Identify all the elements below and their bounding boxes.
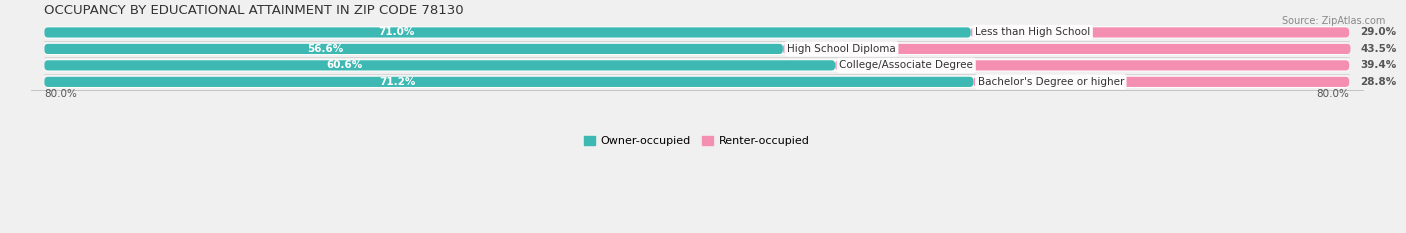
FancyBboxPatch shape <box>45 76 1350 88</box>
Legend: Owner-occupied, Renter-occupied: Owner-occupied, Renter-occupied <box>579 132 814 151</box>
Text: 29.0%: 29.0% <box>1360 27 1396 38</box>
Text: Less than High School: Less than High School <box>974 27 1090 38</box>
Text: College/Associate Degree: College/Associate Degree <box>839 60 973 70</box>
Text: 71.2%: 71.2% <box>380 77 416 87</box>
FancyBboxPatch shape <box>45 59 1350 72</box>
Text: 80.0%: 80.0% <box>1316 89 1350 99</box>
FancyBboxPatch shape <box>835 60 1350 70</box>
FancyBboxPatch shape <box>970 27 1350 38</box>
FancyBboxPatch shape <box>45 77 973 87</box>
Text: Source: ZipAtlas.com: Source: ZipAtlas.com <box>1281 16 1385 26</box>
Text: 28.8%: 28.8% <box>1360 77 1396 87</box>
Text: 56.6%: 56.6% <box>307 44 343 54</box>
FancyBboxPatch shape <box>45 26 1350 38</box>
Text: 39.4%: 39.4% <box>1360 60 1396 70</box>
Text: 60.6%: 60.6% <box>326 60 363 70</box>
Text: OCCUPANCY BY EDUCATIONAL ATTAINMENT IN ZIP CODE 78130: OCCUPANCY BY EDUCATIONAL ATTAINMENT IN Z… <box>45 4 464 17</box>
FancyBboxPatch shape <box>45 44 783 54</box>
Text: 80.0%: 80.0% <box>45 89 77 99</box>
Text: Bachelor's Degree or higher: Bachelor's Degree or higher <box>977 77 1123 87</box>
FancyBboxPatch shape <box>45 27 970 38</box>
FancyBboxPatch shape <box>973 77 1350 87</box>
Text: 43.5%: 43.5% <box>1360 44 1396 54</box>
Text: 71.0%: 71.0% <box>378 27 415 38</box>
FancyBboxPatch shape <box>45 60 835 70</box>
FancyBboxPatch shape <box>45 43 1350 55</box>
Text: High School Diploma: High School Diploma <box>787 44 896 54</box>
FancyBboxPatch shape <box>783 44 1351 54</box>
